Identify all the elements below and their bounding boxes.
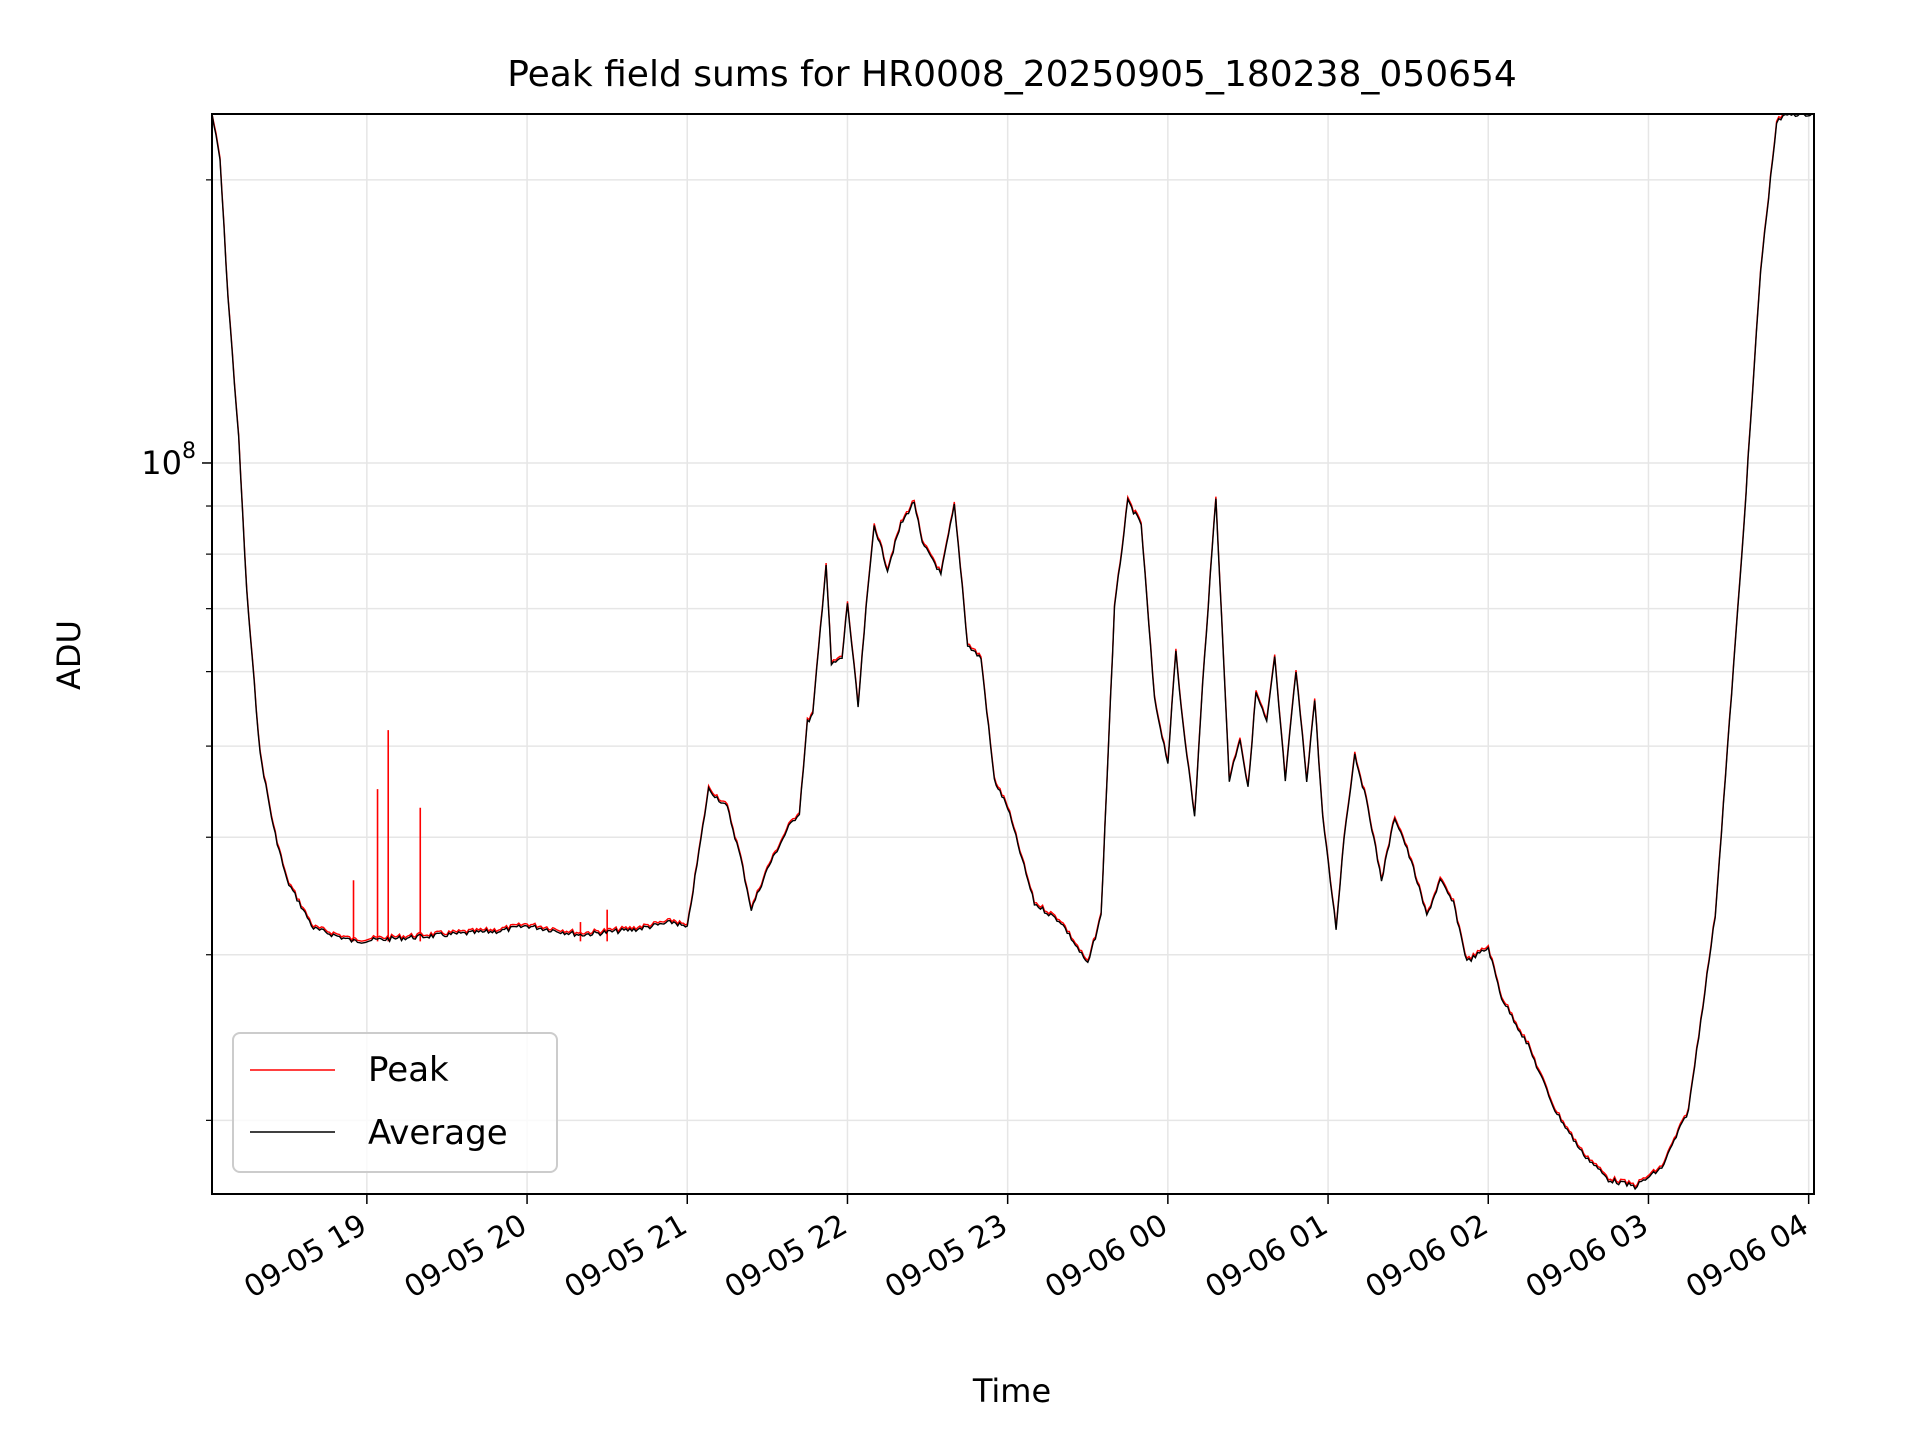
x-tick-label: 09-05 22 — [719, 1208, 853, 1306]
series-group — [211, 113, 1814, 1191]
x-tick-label: 09-06 00 — [1039, 1208, 1173, 1306]
legend-peak-label: Peak — [368, 1050, 449, 1090]
x-tick-label: 09-06 03 — [1520, 1208, 1654, 1306]
plot-frame — [211, 113, 1815, 1195]
y-tick-label: 10 — [141, 444, 182, 482]
chart-title: Peak field sums for HR0008_20250905_1802… — [507, 54, 1517, 95]
x-tick-label: 09-06 01 — [1200, 1208, 1334, 1306]
x-tick-label: 09-05 21 — [559, 1208, 693, 1306]
x-tick-label: 09-05 20 — [399, 1208, 533, 1306]
x-axis-ticks: 09-05 19 09-05 20 09-05 21 09-05 22 09-05 23… — [238, 1194, 1815, 1306]
y-tick-label-exponent: 8 — [182, 439, 196, 464]
legend-average-label: Average — [368, 1113, 508, 1153]
average-series-line — [211, 113, 1814, 1191]
x-tick-label: 09-05 19 — [238, 1208, 372, 1306]
x-tick-label: 09-05 23 — [879, 1208, 1013, 1306]
peak-series-line — [211, 113, 1814, 1189]
x-axis-label: Time — [972, 1372, 1051, 1410]
x-tick-label: 09-06 04 — [1680, 1208, 1814, 1306]
y-axis-ticks: 10 8 — [141, 179, 212, 1121]
y-axis-label: ADU — [50, 620, 88, 690]
x-tick-label: 09-06 02 — [1360, 1208, 1494, 1306]
legend-box — [232, 1032, 558, 1173]
legend: Peak Average — [232, 1032, 558, 1173]
